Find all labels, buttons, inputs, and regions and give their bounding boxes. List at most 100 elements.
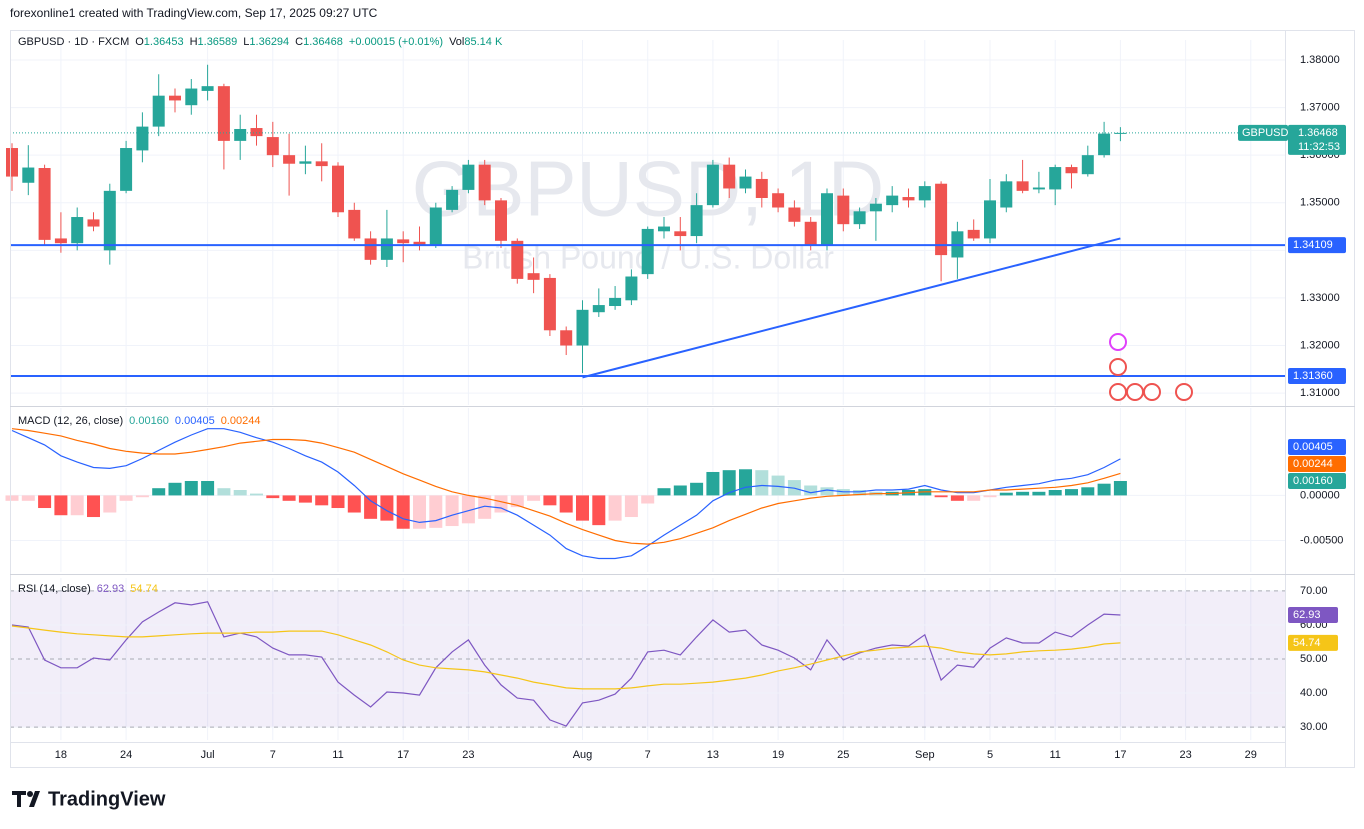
histogram-bar — [331, 495, 345, 509]
histogram-bar — [103, 495, 117, 513]
brand-name: TradingView — [48, 788, 166, 810]
histogram-bar — [282, 495, 296, 501]
candle-body — [837, 195, 850, 225]
macd-value-badge: 0.00405 — [1293, 441, 1333, 453]
histogram-bar — [38, 495, 52, 509]
histogram-bar — [967, 495, 981, 501]
candle-body — [1081, 155, 1094, 175]
candle-body — [511, 240, 524, 279]
event-icon — [1175, 383, 1193, 401]
candle-body — [560, 330, 573, 346]
candle-body — [723, 164, 736, 189]
candle-body — [821, 193, 833, 245]
candle-body — [446, 189, 459, 210]
legend-label: L — [243, 36, 249, 48]
histogram-bar — [706, 471, 720, 496]
rsi-legend: RSI (14, close) 62.93 54.74 — [18, 583, 158, 595]
histogram-bar — [576, 495, 589, 521]
histogram-bar — [1113, 480, 1127, 496]
macd-legend: MACD (12, 26, close) 0.00160 0.00405 0.0024… — [18, 415, 260, 427]
x-tick-label: 13 — [707, 749, 719, 761]
candle-body — [38, 168, 51, 240]
macd-line — [11, 428, 1121, 560]
y-tick-label: 0.00000 — [1300, 489, 1340, 501]
x-tick-label: Aug — [573, 749, 593, 761]
histogram-bar — [1097, 483, 1111, 496]
candle-body — [886, 195, 899, 206]
candle-body — [397, 239, 410, 244]
candle-body — [984, 200, 996, 239]
candle-body — [87, 219, 100, 227]
histogram-bar — [380, 495, 394, 521]
histogram-bar — [1016, 491, 1030, 496]
histogram-bar — [804, 485, 818, 496]
candle-body — [22, 167, 35, 183]
histogram-bar — [999, 492, 1013, 496]
hline-label: 1.31360 — [1293, 370, 1333, 382]
y-tick-label: 1.38000 — [1300, 54, 1340, 66]
candle-body — [380, 238, 393, 260]
legend-value: 0.00160 — [129, 415, 169, 427]
histogram-bar — [543, 495, 557, 506]
x-tick-label: 23 — [462, 749, 474, 761]
x-tick-label: 25 — [837, 749, 849, 761]
histogram-bar — [608, 495, 622, 521]
candle-body — [1016, 181, 1029, 191]
candle-body — [1032, 187, 1045, 190]
rsi-value-badge: 54.74 — [1293, 637, 1321, 649]
candle-body — [315, 161, 328, 167]
candle-body — [332, 165, 344, 213]
histogram-bar — [298, 495, 312, 503]
histogram-bar — [315, 495, 329, 506]
histogram-bar — [722, 470, 736, 496]
candle-body — [1000, 181, 1013, 208]
histogram-bar — [233, 490, 247, 496]
x-tick-label: 17 — [397, 749, 409, 761]
legend-value: 62.93 — [97, 583, 125, 595]
x-tick-label: 5 — [987, 749, 993, 761]
macd-value-badge-bg — [1288, 472, 1346, 489]
y-tick-label: 30.00 — [1300, 721, 1328, 733]
legend-label: C — [295, 36, 303, 48]
macd-value-badge-bg — [1288, 455, 1346, 472]
event-icons — [1109, 333, 1193, 401]
histogram-bar — [673, 485, 687, 496]
candle-body — [429, 207, 442, 245]
frame — [10, 30, 1355, 768]
histogram-bar — [70, 495, 84, 516]
histogram-bar — [152, 488, 166, 496]
candle-body — [935, 183, 948, 256]
candle-body — [609, 297, 622, 307]
candle-body — [250, 128, 263, 137]
candle-body — [495, 200, 507, 241]
legend-value: 54.74 — [130, 583, 158, 595]
candle-body — [283, 155, 296, 164]
histogram-bar — [21, 495, 35, 501]
macd-line — [11, 428, 1121, 545]
histogram-bar — [119, 495, 133, 501]
y-tick-label: 1.31000 — [1300, 387, 1340, 399]
legend-value: 0.00244 — [221, 415, 261, 427]
histogram-bar — [5, 495, 19, 501]
candle-body — [918, 186, 931, 201]
histogram-bar — [820, 487, 834, 496]
x-tick-label: 17 — [1114, 749, 1126, 761]
candle-body — [592, 305, 605, 313]
rsi-line — [11, 601, 1121, 727]
candle-body — [364, 238, 377, 260]
y-tick-label: 40.00 — [1300, 687, 1328, 699]
histogram-bar — [168, 482, 182, 496]
candle-body — [120, 148, 133, 191]
candle-body — [299, 161, 312, 164]
histogram-bar — [1065, 489, 1078, 496]
candle-body — [869, 203, 882, 212]
candle-body — [772, 193, 785, 208]
candle-body — [169, 95, 181, 101]
legend-value: 1.36453 — [144, 36, 184, 48]
candle-body — [658, 226, 670, 232]
histogram-bar — [771, 475, 785, 496]
histogram-bar — [364, 495, 378, 519]
pane-title: RSI (14, close) — [18, 583, 91, 595]
histogram-bar — [413, 495, 426, 529]
